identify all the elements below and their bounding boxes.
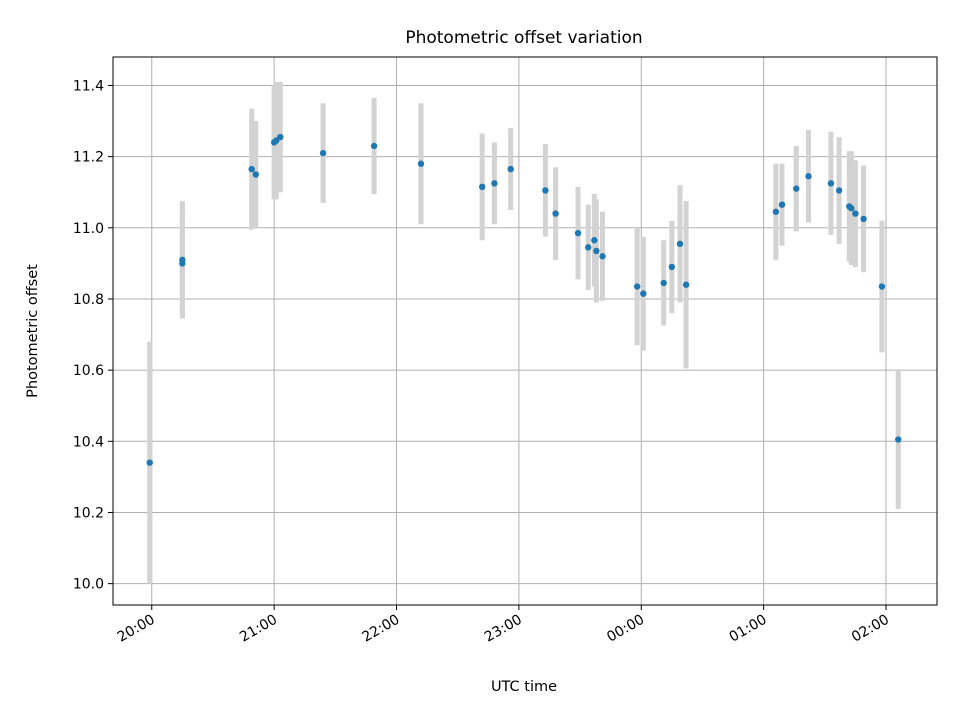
data-point [793,185,800,192]
x-tick-label: 00:00 [604,612,647,646]
data-points [146,133,902,466]
data-point [252,171,259,178]
data-point [860,215,867,223]
y-tick-label: 11.2 [73,150,104,166]
data-point [772,208,780,215]
x-tick-label: 01:00 [727,612,770,646]
x-tick-label: 23:00 [482,612,525,646]
x-tick-label: 20:00 [115,612,158,646]
x-axis-label: UTC time [491,679,557,695]
data-point [370,142,378,150]
data-point [542,187,549,194]
data-point [778,201,786,208]
data-point [417,160,425,167]
y-tick-label: 10.2 [73,505,104,521]
data-point [878,283,886,290]
y-tick-label: 11.0 [73,221,104,237]
data-point [660,279,667,287]
y-axis: 10.0 10.2 10.4 10.6 10.8 11.0 11.2 11.4 [73,78,113,593]
data-point [277,133,284,141]
data-point [633,283,641,290]
data-point [668,263,676,271]
data-point [319,149,327,157]
data-point [248,165,255,173]
plot-frame [112,56,938,606]
x-tick-label: 21:00 [237,612,280,646]
data-point [599,253,606,260]
data-point [574,229,582,237]
data-point [478,183,486,191]
y-tick-label: 10.8 [73,292,104,308]
data-point [593,247,600,255]
y-tick-label: 11.4 [73,78,104,94]
y-tick-label: 10.0 [73,577,104,593]
data-point [805,173,812,180]
data-point [146,459,153,466]
data-point [676,240,684,248]
data-point [179,256,186,264]
data-point [895,436,902,443]
chart-title: Photometric offset variation [405,28,642,48]
data-point [640,290,647,297]
data-point [552,210,559,217]
grid-lines [113,57,937,605]
data-point [848,205,855,212]
y-tick-label: 10.4 [73,434,104,450]
data-point [852,210,859,217]
y-tick-label: 10.6 [73,363,104,379]
x-tick-label: 22:00 [360,612,403,646]
data-point [585,244,592,251]
data-point [682,281,690,288]
y-axis-label: Photometric offset [25,264,41,398]
data-point [491,180,498,187]
error-bars [147,81,901,584]
x-axis: 20:00 21:00 22:00 23:00 00:00 01:00 02:00 [115,605,892,646]
data-point [591,237,598,244]
data-point [507,165,514,173]
x-tick-label: 02:00 [849,612,892,646]
data-point [835,187,843,194]
data-point [827,180,835,187]
